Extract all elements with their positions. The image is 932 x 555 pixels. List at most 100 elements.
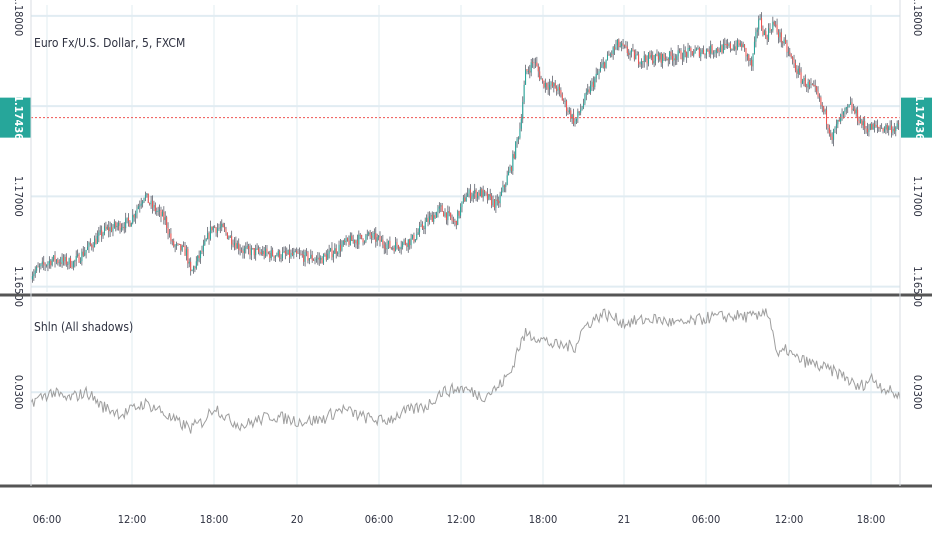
candle bbox=[695, 48, 698, 50]
candle bbox=[390, 247, 392, 249]
candle bbox=[782, 42, 784, 44]
candle bbox=[245, 247, 247, 249]
candle bbox=[419, 226, 421, 233]
candle bbox=[399, 248, 401, 250]
candle bbox=[296, 250, 298, 254]
candle bbox=[236, 243, 238, 249]
candle bbox=[325, 254, 327, 260]
candle bbox=[433, 215, 435, 222]
candle bbox=[652, 55, 654, 64]
candle bbox=[532, 62, 534, 64]
candle bbox=[460, 207, 462, 216]
candle bbox=[250, 248, 252, 256]
candle bbox=[508, 171, 510, 176]
candle bbox=[770, 30, 772, 32]
candle bbox=[188, 261, 190, 264]
candle bbox=[594, 78, 596, 87]
candle bbox=[574, 121, 576, 124]
candle bbox=[491, 196, 493, 206]
candle bbox=[379, 236, 381, 242]
candle bbox=[775, 24, 777, 26]
candle bbox=[392, 247, 394, 249]
candle bbox=[669, 51, 671, 61]
candle bbox=[417, 232, 419, 235]
candle bbox=[854, 108, 856, 114]
candle bbox=[444, 212, 446, 217]
candle bbox=[289, 249, 291, 258]
candle bbox=[712, 52, 715, 54]
candle bbox=[728, 43, 730, 46]
candle bbox=[646, 59, 648, 64]
indicator-axis-label-left: 0.0300 bbox=[12, 375, 25, 410]
candle bbox=[166, 217, 168, 229]
candle bbox=[704, 53, 706, 55]
candle bbox=[577, 111, 579, 119]
candle bbox=[348, 240, 350, 245]
candle bbox=[608, 54, 610, 56]
candle bbox=[503, 185, 505, 187]
candle bbox=[736, 40, 739, 50]
candle bbox=[461, 201, 463, 208]
candle bbox=[546, 82, 548, 88]
candle bbox=[88, 242, 90, 247]
candle bbox=[101, 230, 103, 237]
candle bbox=[638, 54, 640, 65]
candle bbox=[786, 42, 788, 53]
candle bbox=[115, 222, 117, 228]
candle bbox=[387, 240, 390, 245]
candle bbox=[523, 84, 525, 103]
candle bbox=[741, 43, 743, 48]
candle bbox=[96, 235, 98, 244]
time-axis-label: 18:00 bbox=[200, 513, 229, 526]
candle bbox=[597, 73, 599, 75]
candle bbox=[549, 84, 551, 90]
candle bbox=[54, 255, 56, 262]
candle bbox=[633, 50, 635, 60]
candle bbox=[98, 232, 100, 236]
candle bbox=[53, 255, 55, 260]
candle bbox=[488, 194, 490, 200]
candle bbox=[734, 46, 736, 50]
candle bbox=[746, 54, 748, 57]
candle bbox=[693, 53, 695, 56]
time-axis-label: 18:00 bbox=[857, 513, 886, 526]
candle bbox=[376, 237, 378, 242]
candle bbox=[618, 39, 620, 47]
candle bbox=[198, 255, 200, 259]
candle bbox=[842, 111, 845, 115]
candle bbox=[174, 245, 176, 247]
candle bbox=[821, 104, 823, 107]
candle bbox=[657, 56, 659, 60]
candle bbox=[876, 124, 878, 128]
candle bbox=[78, 254, 80, 263]
candle bbox=[570, 110, 572, 119]
candle bbox=[208, 232, 210, 239]
candle bbox=[677, 50, 679, 57]
candle bbox=[358, 234, 360, 245]
candle bbox=[550, 82, 552, 85]
candle bbox=[111, 227, 113, 232]
candle bbox=[765, 31, 767, 38]
candle bbox=[721, 45, 723, 53]
candle bbox=[783, 39, 785, 44]
candle bbox=[231, 235, 233, 245]
candle bbox=[200, 250, 202, 259]
candle bbox=[472, 193, 474, 197]
time-axis-label: 12:00 bbox=[775, 513, 804, 526]
candle bbox=[760, 18, 763, 29]
axis-layer: 06:00 12:00 18:00 20 06:00 12:00 18:00 21 06:00 1… bbox=[0, 0, 932, 526]
candle bbox=[705, 49, 707, 55]
candle bbox=[817, 91, 819, 97]
candle bbox=[530, 62, 532, 73]
candle bbox=[590, 84, 592, 93]
candle bbox=[845, 107, 847, 110]
candle bbox=[573, 114, 575, 124]
indicator-axis-label-right: 0.0300 bbox=[911, 375, 924, 410]
candle bbox=[671, 55, 674, 61]
candle bbox=[221, 223, 223, 228]
candle bbox=[369, 232, 371, 236]
candle bbox=[814, 85, 816, 87]
candle bbox=[703, 49, 705, 54]
candle bbox=[383, 244, 385, 249]
